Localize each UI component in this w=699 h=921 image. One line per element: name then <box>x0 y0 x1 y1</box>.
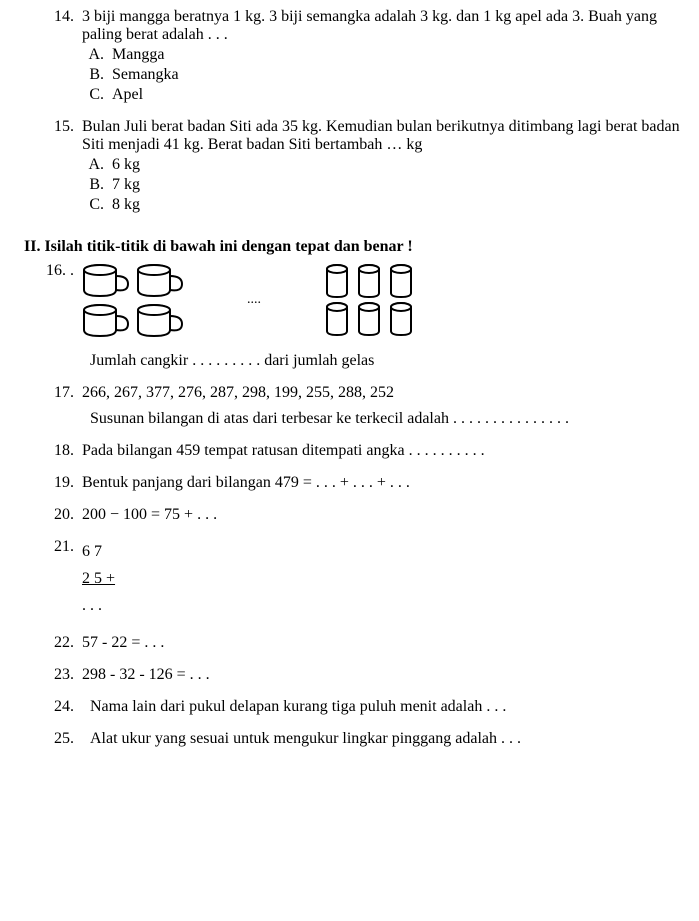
option-text: Apel <box>112 86 699 104</box>
option-a: A. 6 kg <box>0 156 699 174</box>
question-14: 14. 3 biji mangga beratnya 1 kg. 3 biji … <box>0 8 699 104</box>
question-16: 16. . <box>0 262 699 370</box>
question-text: 57 - 22 = . . . <box>82 634 699 652</box>
question-text: 266, 267, 377, 276, 287, 298, 199, 255, … <box>82 384 699 402</box>
option-text: Mangga <box>112 46 699 64</box>
worksheet-page: 14. 3 biji mangga beratnya 1 kg. 3 biji … <box>0 0 699 768</box>
option-b: B. 7 kg <box>0 176 699 194</box>
glasses-group <box>324 263 414 337</box>
cups-group <box>82 262 184 338</box>
question-text: Bentuk panjang dari bilangan 479 = . . .… <box>82 474 699 492</box>
glass-icon <box>324 301 350 337</box>
question-15: 15. Bulan Juli berat badan Siti ada 35 k… <box>0 118 699 214</box>
question-16-caption: Jumlah cangkir . . . . . . . . . dari ju… <box>90 352 699 370</box>
question-number: 15. <box>0 118 82 136</box>
question-text: Alat ukur yang sesuai untuk mengukur lin… <box>82 730 699 748</box>
cup-icon <box>82 262 130 298</box>
question-text: 298 - 32 - 126 = . . . <box>82 666 699 684</box>
question-text: Nama lain dari pukul delapan kurang tiga… <box>82 698 699 716</box>
question-number: 19. <box>0 474 82 492</box>
option-label: C. <box>0 196 112 214</box>
option-text: 8 kg <box>112 196 699 214</box>
question-number: 21. <box>0 538 82 556</box>
glasses-row <box>324 263 414 299</box>
option-a: A. Mangga <box>0 46 699 64</box>
question-graphic: .... <box>82 262 699 338</box>
option-label: B. <box>0 66 112 84</box>
question-number: 23. <box>0 666 82 684</box>
glasses-row <box>324 301 414 337</box>
question-text: Pada bilangan 459 tempat ratusan ditempa… <box>82 442 699 460</box>
option-text: 7 kg <box>112 176 699 194</box>
question-16-stem: 16. . <box>0 262 699 338</box>
question-20: 20. 200 − 100 = 75 + . . . <box>0 506 699 524</box>
cups-pair <box>82 262 184 298</box>
glass-icon <box>388 263 414 299</box>
option-b: B. Semangka <box>0 66 699 84</box>
question-21: 21. 6 7 2 5 + . . . <box>0 538 699 620</box>
calc-line-2-value: 2 5 + <box>82 570 115 587</box>
question-19: 19. Bentuk panjang dari bilangan 479 = .… <box>0 474 699 492</box>
cup-icon <box>82 302 130 338</box>
cup-icon <box>136 302 184 338</box>
question-14-stem: 14. 3 biji mangga beratnya 1 kg. 3 biji … <box>0 8 699 44</box>
question-25: 25. Alat ukur yang sesuai untuk mengukur… <box>0 730 699 748</box>
question-number: 25. <box>0 730 82 748</box>
glass-icon <box>388 301 414 337</box>
question-text: 3 biji mangga beratnya 1 kg. 3 biji sema… <box>82 8 699 44</box>
question-17: 17. 266, 267, 377, 276, 287, 298, 199, 2… <box>0 384 699 402</box>
glass-icon <box>324 263 350 299</box>
option-label: A. <box>0 46 112 64</box>
question-number: 24. <box>0 698 82 716</box>
cup-icon <box>136 262 184 298</box>
option-text: 6 kg <box>112 156 699 174</box>
question-15-stem: 15. Bulan Juli berat badan Siti ada 35 k… <box>0 118 699 154</box>
question-text: 200 − 100 = 75 + . . . <box>82 506 699 524</box>
question-number: 20. <box>0 506 82 524</box>
option-text: Semangka <box>112 66 699 84</box>
question-number: 22. <box>0 634 82 652</box>
calc-line-1: 6 7 <box>82 538 691 565</box>
question-text: Bulan Juli berat badan Siti ada 35 kg. K… <box>82 118 699 154</box>
question-22: 22. 57 - 22 = . . . <box>0 634 699 652</box>
glass-icon <box>356 301 382 337</box>
question-23: 23. 298 - 32 - 126 = . . . <box>0 666 699 684</box>
glass-icon <box>356 263 382 299</box>
option-label: A. <box>0 156 112 174</box>
cups-and-glasses-row: .... <box>82 262 691 338</box>
addition-block: 6 7 2 5 + . . . <box>82 538 699 620</box>
question-number: 17. <box>0 384 82 402</box>
question-number: 16. . <box>0 262 82 280</box>
option-label: C. <box>0 86 112 104</box>
option-c: C. Apel <box>0 86 699 104</box>
calc-line-2: 2 5 + <box>82 565 691 592</box>
calc-line-3: . . . <box>82 592 691 619</box>
option-c: C. 8 kg <box>0 196 699 214</box>
question-24: 24. Nama lain dari pukul delapan kurang … <box>0 698 699 716</box>
question-17-sub: Susunan bilangan di atas dari terbesar k… <box>90 410 699 428</box>
question-18: 18. Pada bilangan 459 tempat ratusan dit… <box>0 442 699 460</box>
option-label: B. <box>0 176 112 194</box>
separator-dots: .... <box>184 292 324 308</box>
question-number: 18. <box>0 442 82 460</box>
question-number: 14. <box>0 8 82 26</box>
cups-pair <box>82 302 184 338</box>
section-2-header: II. Isilah titik-titik di bawah ini deng… <box>0 224 699 262</box>
